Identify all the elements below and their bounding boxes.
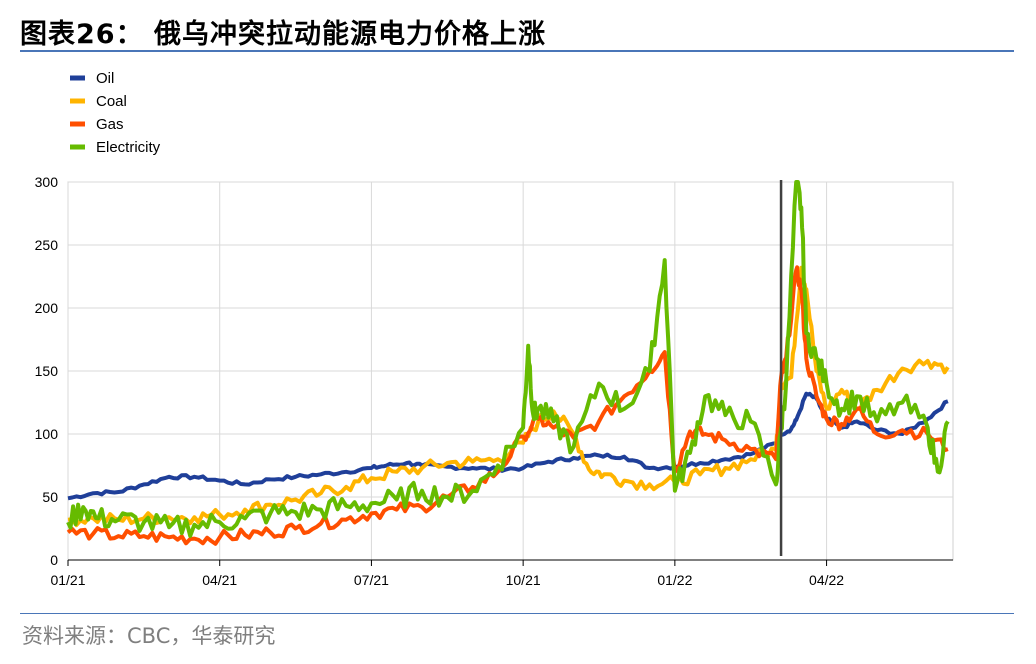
- legend-label-gas: Gas: [96, 116, 124, 133]
- y-tick-label: 150: [35, 363, 59, 379]
- series-group: [66, 180, 950, 556]
- y-tick-label: 50: [42, 489, 58, 505]
- source-note: 资料来源：CBC，华泰研究: [22, 624, 276, 648]
- legend-label-oil: Oil: [96, 70, 114, 87]
- y-axis: 0 50 100 150 200 250 300: [35, 174, 59, 568]
- x-tick-label: 04/22: [809, 572, 844, 588]
- x-tick-label: 01/21: [50, 572, 85, 588]
- title-divider: [20, 50, 1014, 52]
- figure-title: 图表26： 俄乌冲突拉动能源电力价格上涨: [20, 19, 546, 50]
- legend-label-coal: Coal: [96, 93, 127, 110]
- footer-divider: [20, 613, 1014, 614]
- y-tick-label: 100: [35, 426, 59, 442]
- y-tick-label: 0: [50, 552, 58, 568]
- y-tick-label: 250: [35, 237, 59, 253]
- legend: Oil Coal Gas Electricity: [70, 70, 161, 156]
- x-tick-label: 07/21: [354, 572, 389, 588]
- x-tick-label: 10/21: [506, 572, 541, 588]
- y-tick-label: 300: [35, 174, 59, 190]
- x-axis: 01/21 04/21 07/21 10/21 01/22 04/22: [50, 559, 953, 588]
- y-tick-label: 200: [35, 300, 59, 316]
- x-tick-label: 01/22: [657, 572, 692, 588]
- series-line-electricity: [66, 180, 950, 538]
- legend-label-electricity: Electricity: [96, 139, 161, 156]
- x-tick-label: 04/21: [202, 572, 237, 588]
- series-line-gas: [66, 265, 949, 546]
